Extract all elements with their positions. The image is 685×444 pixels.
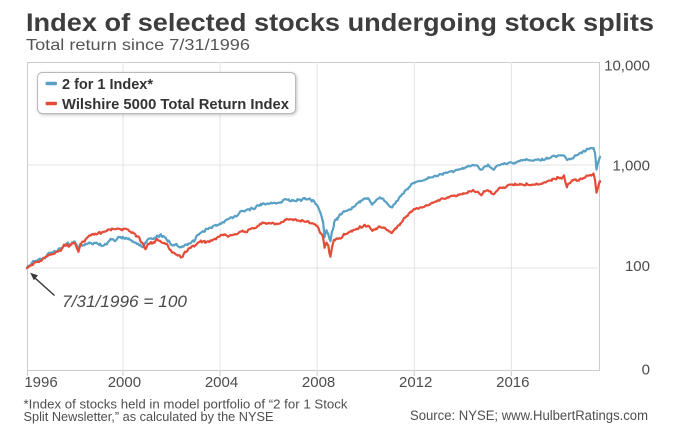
- svg-text:2004: 2004: [205, 374, 238, 391]
- svg-text:Index of selected stocks under: Index of selected stocks undergoing stoc…: [26, 9, 654, 37]
- svg-text:0: 0: [642, 362, 650, 379]
- svg-text:1996: 1996: [24, 374, 57, 391]
- svg-text:1,000: 1,000: [612, 158, 650, 175]
- svg-text:10,000: 10,000: [604, 58, 650, 75]
- svg-text:7/31/1996 = 100: 7/31/1996 = 100: [62, 292, 188, 311]
- svg-text:*Index of stocks held in model: *Index of stocks held in model portfolio…: [24, 397, 349, 411]
- svg-text:Total return since 7/31/1996: Total return since 7/31/1996: [26, 37, 250, 54]
- svg-text:Wilshire 5000 Total Return Ind: Wilshire 5000 Total Return Index: [62, 96, 290, 113]
- svg-text:2012: 2012: [399, 374, 432, 391]
- svg-text:Split Newsletter,” as calculat: Split Newsletter,” as calculated by the …: [24, 410, 274, 424]
- svg-text:2016: 2016: [496, 374, 529, 391]
- svg-text:2000: 2000: [108, 374, 141, 391]
- svg-text:2 for 1 Index*: 2 for 1 Index*: [62, 76, 153, 93]
- svg-text:2008: 2008: [302, 374, 335, 391]
- svg-text:Source: NYSE; www.HulbertRatin: Source: NYSE; www.HulbertRatings.com: [410, 408, 648, 423]
- svg-text:100: 100: [625, 258, 650, 275]
